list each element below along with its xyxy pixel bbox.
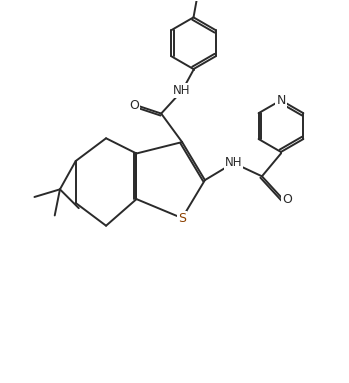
Text: O: O [282, 193, 292, 206]
Text: N: N [276, 94, 285, 107]
Text: NH: NH [225, 157, 242, 170]
Text: NH: NH [173, 84, 191, 97]
Text: S: S [178, 213, 186, 225]
Text: O: O [129, 100, 139, 113]
